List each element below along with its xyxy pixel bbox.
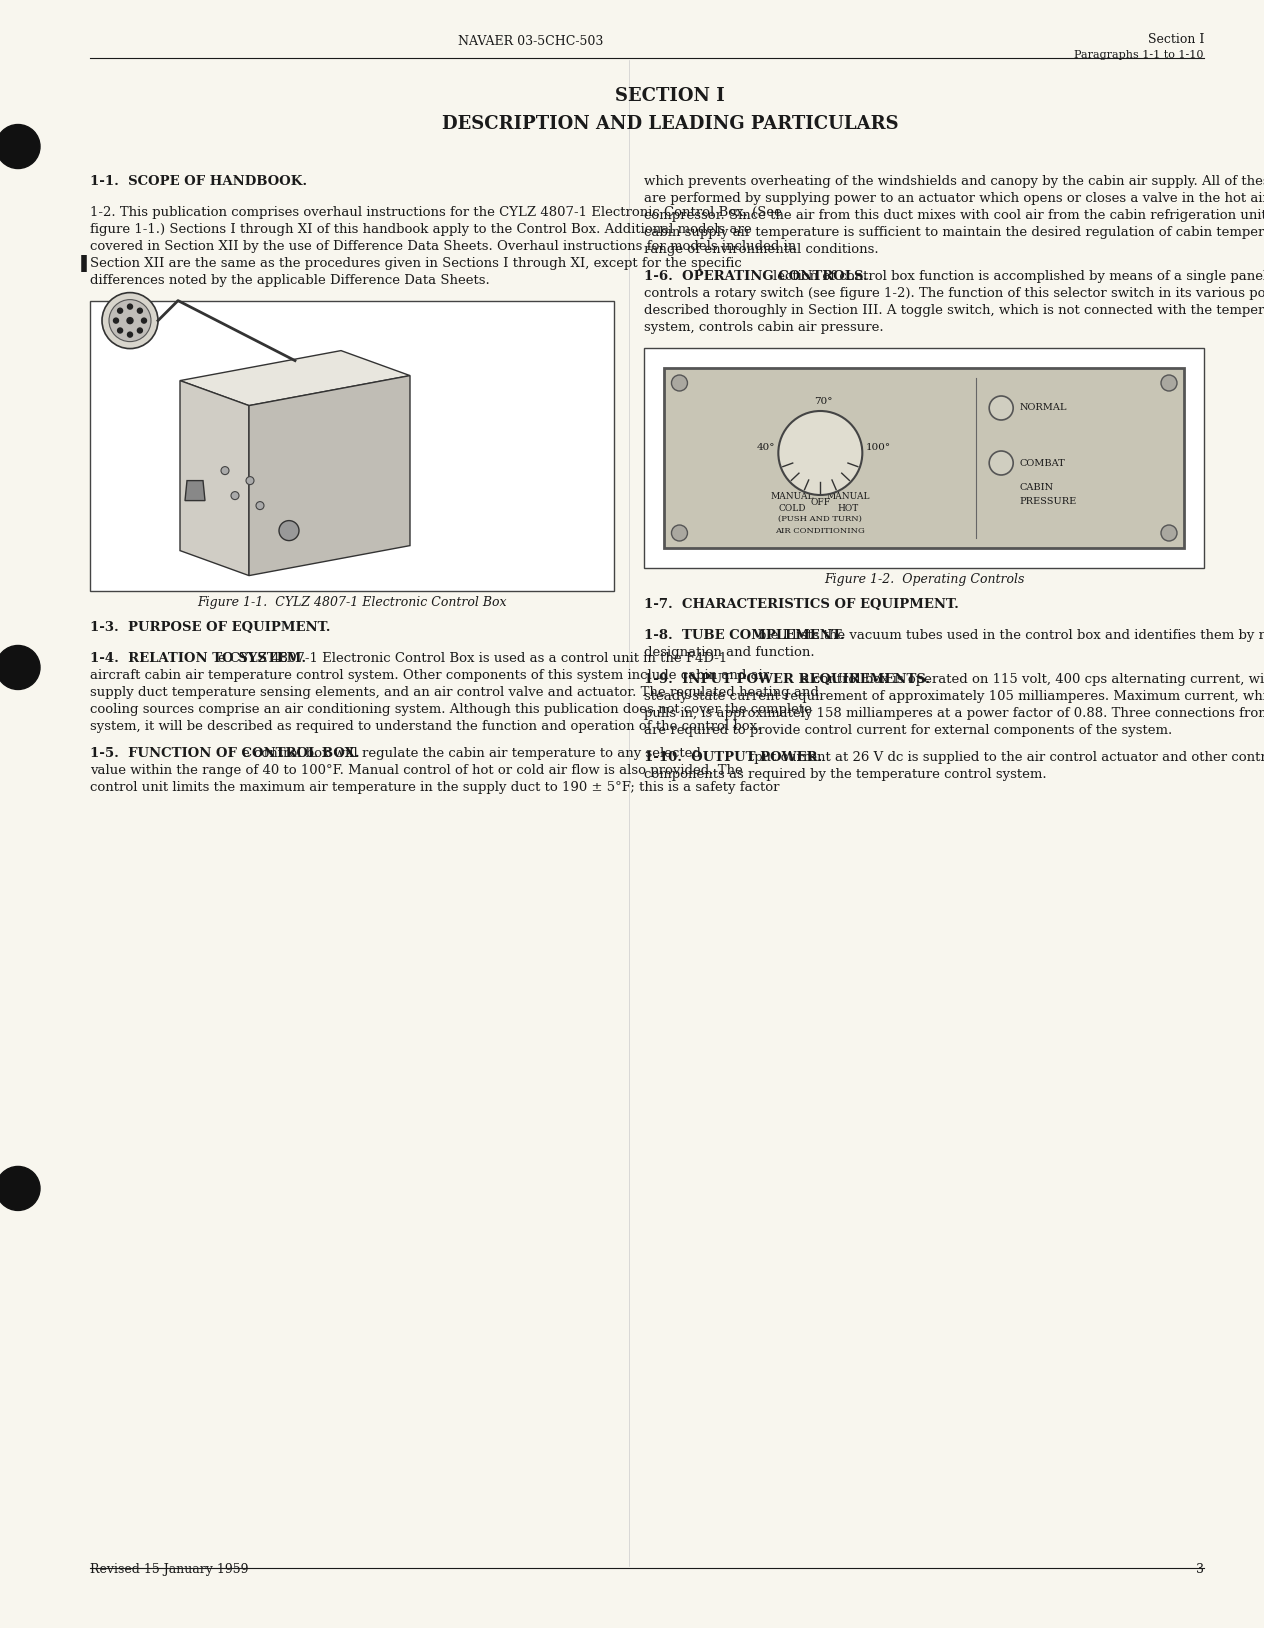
Text: 1-8.  TUBE COMPLEMENT.: 1-8. TUBE COMPLEMENT. [645,628,854,641]
Text: MANUAL: MANUAL [771,492,814,501]
Circle shape [0,645,40,690]
Circle shape [990,396,1014,420]
Text: system, it will be described as required to understand the function and operatio: system, it will be described as required… [90,720,761,733]
Circle shape [142,317,147,322]
Text: (PUSH AND TURN): (PUSH AND TURN) [779,514,862,523]
Text: lection of control box function is accomplished by means of a single panel knob : lection of control box function is accom… [772,270,1264,283]
Circle shape [231,492,239,500]
Text: range of environmental conditions.: range of environmental conditions. [645,243,878,256]
Polygon shape [249,376,410,576]
Text: 1-9.  INPUT POWER REQUIREMENTS.: 1-9. INPUT POWER REQUIREMENTS. [645,672,940,685]
Text: figure 1-1.) Sections I through XI of this handbook apply to the Control Box. Ad: figure 1-1.) Sections I through XI of th… [90,223,752,236]
Text: Section I: Section I [1148,33,1205,46]
Circle shape [138,327,143,334]
Circle shape [1162,524,1177,540]
Text: are performed by supplying power to an actuator which opens or closes a valve in: are performed by supplying power to an a… [645,192,1264,205]
Circle shape [0,1166,40,1211]
Text: aircraft cabin air temperature control system. Other components of this system i: aircraft cabin air temperature control s… [90,669,769,682]
Text: cooling sources comprise an air conditioning system. Although this publication d: cooling sources comprise an air conditio… [90,703,811,716]
Text: 1-3.  PURPOSE OF EQUIPMENT.: 1-3. PURPOSE OF EQUIPMENT. [90,622,330,633]
Circle shape [126,317,133,324]
Text: supply duct temperature sensing elements, and an air control valve and actuator.: supply duct temperature sensing elements… [90,685,819,698]
Polygon shape [185,480,205,500]
Text: 1-7.  CHARACTERISTICS OF EQUIPMENT.: 1-7. CHARACTERISTICS OF EQUIPMENT. [645,599,959,612]
Text: DESCRIPTION AND LEADING PARTICULARS: DESCRIPTION AND LEADING PARTICULARS [441,116,899,133]
Circle shape [990,451,1014,475]
Text: Revised 15 January 1959: Revised 15 January 1959 [90,1563,249,1576]
Circle shape [246,477,254,485]
Text: 1-6.  OPERATING CONTROLS.: 1-6. OPERATING CONTROLS. [645,270,877,283]
Circle shape [109,300,150,342]
Circle shape [102,293,158,348]
Text: cabin supply air temperature is sufficient to maintain the desired regulation of: cabin supply air temperature is sufficie… [645,226,1264,239]
Text: COMBAT: COMBAT [1019,459,1066,467]
Text: which prevents overheating of the windshields and canopy by the cabin air supply: which prevents overheating of the windsh… [645,174,1264,187]
Text: Paragraphs 1-1 to 1-10: Paragraphs 1-1 to 1-10 [1074,50,1205,60]
Circle shape [118,327,123,334]
Text: Section XII are the same as the procedures given in Sections I through XI, excep: Section XII are the same as the procedur… [90,257,742,270]
Circle shape [257,501,264,510]
Text: PRESSURE: PRESSURE [1019,497,1077,506]
Bar [645,348,1205,568]
Circle shape [138,308,143,313]
Text: SECTION I: SECTION I [616,86,724,104]
Text: covered in Section XII by the use of Difference Data Sheets. Overhaul instructio: covered in Section XII by the use of Dif… [90,239,796,252]
Circle shape [114,317,119,322]
Text: are required to provide control current for external components of the system.: are required to provide control current … [645,724,1173,737]
Circle shape [671,374,688,391]
Polygon shape [179,350,410,405]
Text: designation and function.: designation and function. [645,646,815,659]
Circle shape [128,332,133,337]
Circle shape [1162,374,1177,391]
Circle shape [0,124,40,169]
Text: e CYLZ 4807-1 Electronic Control Box is used as a control unit in the F4D-1: e CYLZ 4807-1 Electronic Control Box is … [219,651,728,664]
Text: NORMAL: NORMAL [1019,404,1067,412]
Text: 70°: 70° [814,397,833,405]
Text: ble I lists the vacuum tubes used in the control box and identifies them by refe: ble I lists the vacuum tubes used in the… [758,628,1264,641]
Text: 1-1.  SCOPE OF HANDBOOK.: 1-1. SCOPE OF HANDBOOK. [90,174,307,187]
Text: control unit limits the maximum air temperature in the supply duct to 190 ± 5°F;: control unit limits the maximum air temp… [90,781,780,794]
Text: e control box is operated on 115 volt, 400 cps alternating current, with a: e control box is operated on 115 volt, 4… [801,672,1264,685]
Circle shape [118,308,123,313]
Text: pulls in, is approximately 158 milliamperes at a power factor of 0.88. Three con: pulls in, is approximately 158 milliampe… [645,707,1264,720]
Text: OFF: OFF [810,498,830,506]
Text: 1-5.  FUNCTION OF CONTROL BOX.: 1-5. FUNCTION OF CONTROL BOX. [90,747,369,760]
Text: compressor. Since the air from this duct mixes with cool air from the cabin refr: compressor. Since the air from this duct… [645,208,1264,221]
Circle shape [671,524,688,540]
Polygon shape [179,381,249,576]
Text: AIR CONDITIONING: AIR CONDITIONING [775,527,865,536]
Text: CABIN: CABIN [1019,484,1053,493]
Text: 1-4.  RELATION TO SYSTEM.: 1-4. RELATION TO SYSTEM. [90,651,316,664]
Text: e control box will regulate the cabin air temperature to any selected: e control box will regulate the cabin ai… [241,747,700,760]
Circle shape [128,304,133,309]
Text: NAVAER 03-5CHC-503: NAVAER 03-5CHC-503 [458,34,604,47]
Circle shape [221,467,229,475]
Text: steady-state current requirement of approximately 105 milliamperes. Maximum curr: steady-state current requirement of appr… [645,690,1264,703]
Text: tput current at 26 V dc is supplied to the air control actuator and other contro: tput current at 26 V dc is supplied to t… [750,751,1264,764]
Text: controls a rotary switch (see figure 1-2). The function of this selector switch : controls a rotary switch (see figure 1-2… [645,287,1264,300]
Circle shape [779,410,862,495]
Text: value within the range of 40 to 100°F. Manual control of hot or cold air flow is: value within the range of 40 to 100°F. M… [90,764,743,777]
Text: Figure 1-2.  Operating Controls: Figure 1-2. Operating Controls [824,573,1024,586]
Text: 100°: 100° [866,443,890,453]
Bar [665,368,1184,549]
Text: components as required by the temperature control system.: components as required by the temperatur… [645,768,1047,781]
Text: described thoroughly in Section III. A toggle switch, which is not connected wit: described thoroughly in Section III. A t… [645,304,1264,317]
Text: 1-2. This publication comprises overhaul instructions for the CYLZ 4807-1 Electr: 1-2. This publication comprises overhaul… [90,205,782,218]
Text: 3: 3 [1196,1563,1205,1576]
Text: 1-10.  OUTPUT POWER.: 1-10. OUTPUT POWER. [645,751,832,764]
Text: Figure 1-1.  CYLZ 4807-1 Electronic Control Box: Figure 1-1. CYLZ 4807-1 Electronic Contr… [197,596,507,609]
Bar [90,301,614,591]
Text: MANUAL: MANUAL [827,492,870,501]
Text: COLD: COLD [779,505,806,513]
Circle shape [279,521,300,540]
Text: differences noted by the applicable Difference Data Sheets.: differences noted by the applicable Diff… [90,274,489,287]
Text: 40°: 40° [757,443,775,453]
Text: HOT: HOT [838,505,860,513]
Text: system, controls cabin air pressure.: system, controls cabin air pressure. [645,321,884,334]
